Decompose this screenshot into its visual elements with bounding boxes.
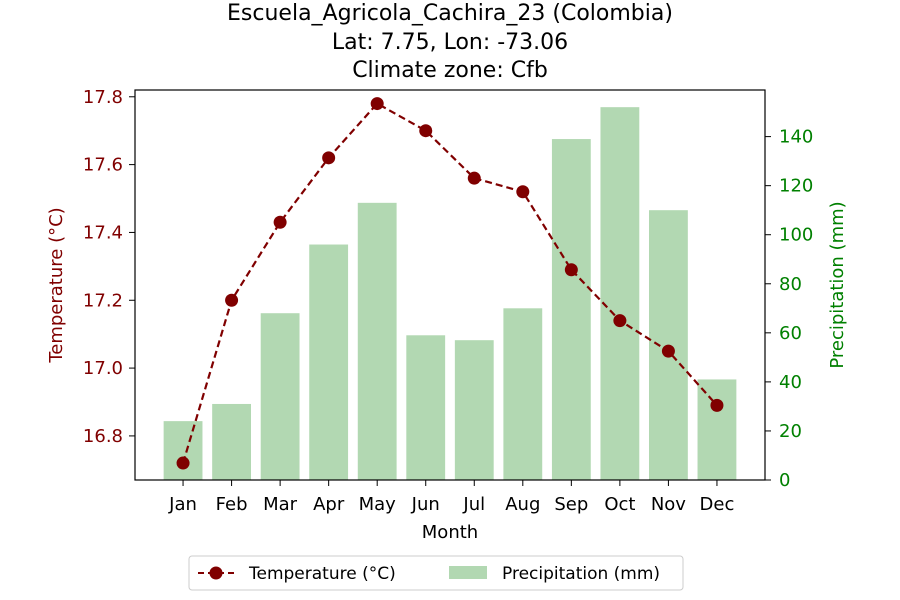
precipitation-tick-label: 0 [779,470,790,491]
precipitation-tick-label: 20 [779,421,802,442]
temperature-point-mar [273,215,287,229]
x-tick-label: Nov [651,494,686,515]
x-axis: Jan Feb Mar Apr May Jun Jul Aug Sep Oct Nov Dec [168,480,734,515]
x-tick-label: Mar [263,494,298,515]
precipitation-tick-label: 80 [779,274,802,295]
precipitation-tick-label: 140 [779,127,813,148]
temperature-series-line [181,102,718,464]
temperature-point-sep [564,263,578,277]
precipitation-tick-label: 100 [779,225,813,246]
precipitation-tick-label: 40 [779,372,802,393]
temperature-line [176,97,724,470]
precipitation-bar-dec [697,379,737,480]
precipitation-bars [163,107,737,481]
precipitation-bar-sep [551,139,591,480]
precipitation-bar-oct [600,107,640,481]
title-line-2: Lat: 7.75, Lon: -73.06 [332,30,568,55]
x-tick-label: Apr [313,494,345,515]
x-tick-label: May [359,494,397,515]
legend: Temperature (°C) Precipitation (mm) [188,555,684,591]
precipitation-bar-aug [503,308,543,480]
temperature-axis-label: Temperature (°C) [46,207,67,363]
precipitation-tick-label: 120 [779,176,813,197]
temperature-axis: 16.8 17.0 17.2 17.4 17.6 17.8 [83,87,135,447]
temperature-tick-label: 17.2 [83,290,123,311]
temperature-tick-label: 17.4 [83,222,123,243]
chart-title: Escuela_Agricola_Cachira_23 (Colombia) L… [227,1,673,83]
x-tick-label: Dec [700,494,735,515]
x-tick-label: Aug [505,494,540,515]
x-tick-label: Jul [462,494,485,515]
temperature-point-oct [613,314,627,328]
temperature-point-jan [176,456,190,470]
legend-temperature-marker [209,566,223,580]
precipitation-bar-may [357,202,397,480]
precipitation-bar-jan [163,421,203,480]
temperature-point-jul [467,171,481,185]
precipitation-bar-mar [260,313,300,480]
x-tick-label: Oct [604,494,635,515]
temperature-tick-label: 16.8 [83,426,123,447]
x-tick-label: Jun [411,494,440,515]
temperature-point-may [370,97,384,111]
temperature-point-apr [322,151,336,165]
precipitation-axis-label: Precipitation (mm) [827,201,848,368]
temperature-point-dec [710,398,724,412]
x-tick-label: Feb [216,494,248,515]
x-tick-label: Jan [168,494,197,515]
temperature-point-jun [419,124,433,138]
temperature-point-aug [516,185,530,199]
temperature-tick-label: 17.6 [83,155,123,176]
legend-precipitation-swatch [449,566,487,579]
legend-frame [188,555,684,591]
precipitation-bar-jun [406,335,446,480]
x-axis-label: Month [422,522,478,543]
temperature-point-feb [225,293,239,307]
title-line-3: Climate zone: Cfb [352,58,548,83]
precipitation-bar-jul [454,340,494,480]
temperature-tick-label: 17.0 [83,358,123,379]
legend-temperature-label: Temperature (°C) [248,564,396,584]
title-line-1: Escuela_Agricola_Cachira_23 (Colombia) [227,1,673,26]
precipitation-bar-apr [309,244,349,480]
plot-frame [134,89,766,481]
precipitation-tick-label: 60 [779,323,802,344]
precipitation-axis: 0 20 40 60 80 100 120 140 [765,127,813,491]
precipitation-bar-feb [212,403,252,480]
temperature-tick-label: 17.8 [83,87,123,108]
x-tick-label: Sep [554,494,588,515]
temperature-point-nov [661,344,675,358]
legend-precipitation-label: Precipitation (mm) [502,564,660,584]
